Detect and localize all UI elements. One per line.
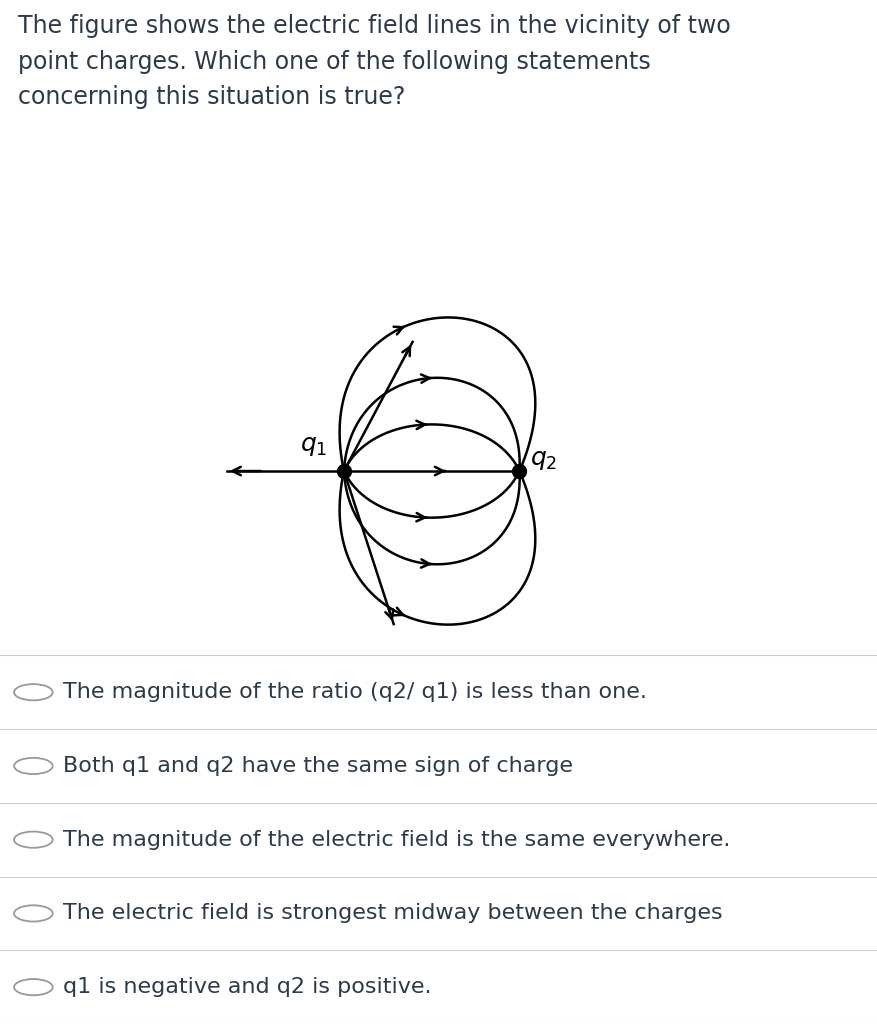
Text: The figure shows the electric field lines in the vicinity of two
point charges. : The figure shows the electric field line… — [18, 14, 730, 110]
Text: $q_2$: $q_2$ — [530, 449, 557, 472]
Text: q1 is negative and q2 is positive.: q1 is negative and q2 is positive. — [63, 977, 431, 997]
Text: Both q1 and q2 have the same sign of charge: Both q1 and q2 have the same sign of cha… — [63, 756, 573, 776]
Text: The magnitude of the ratio (q2/ q1) is less than one.: The magnitude of the ratio (q2/ q1) is l… — [63, 682, 646, 702]
Text: $q_1$: $q_1$ — [300, 433, 327, 458]
Text: The magnitude of the electric field is the same everywhere.: The magnitude of the electric field is t… — [63, 829, 730, 850]
Text: The electric field is strongest midway between the charges: The electric field is strongest midway b… — [63, 903, 722, 924]
